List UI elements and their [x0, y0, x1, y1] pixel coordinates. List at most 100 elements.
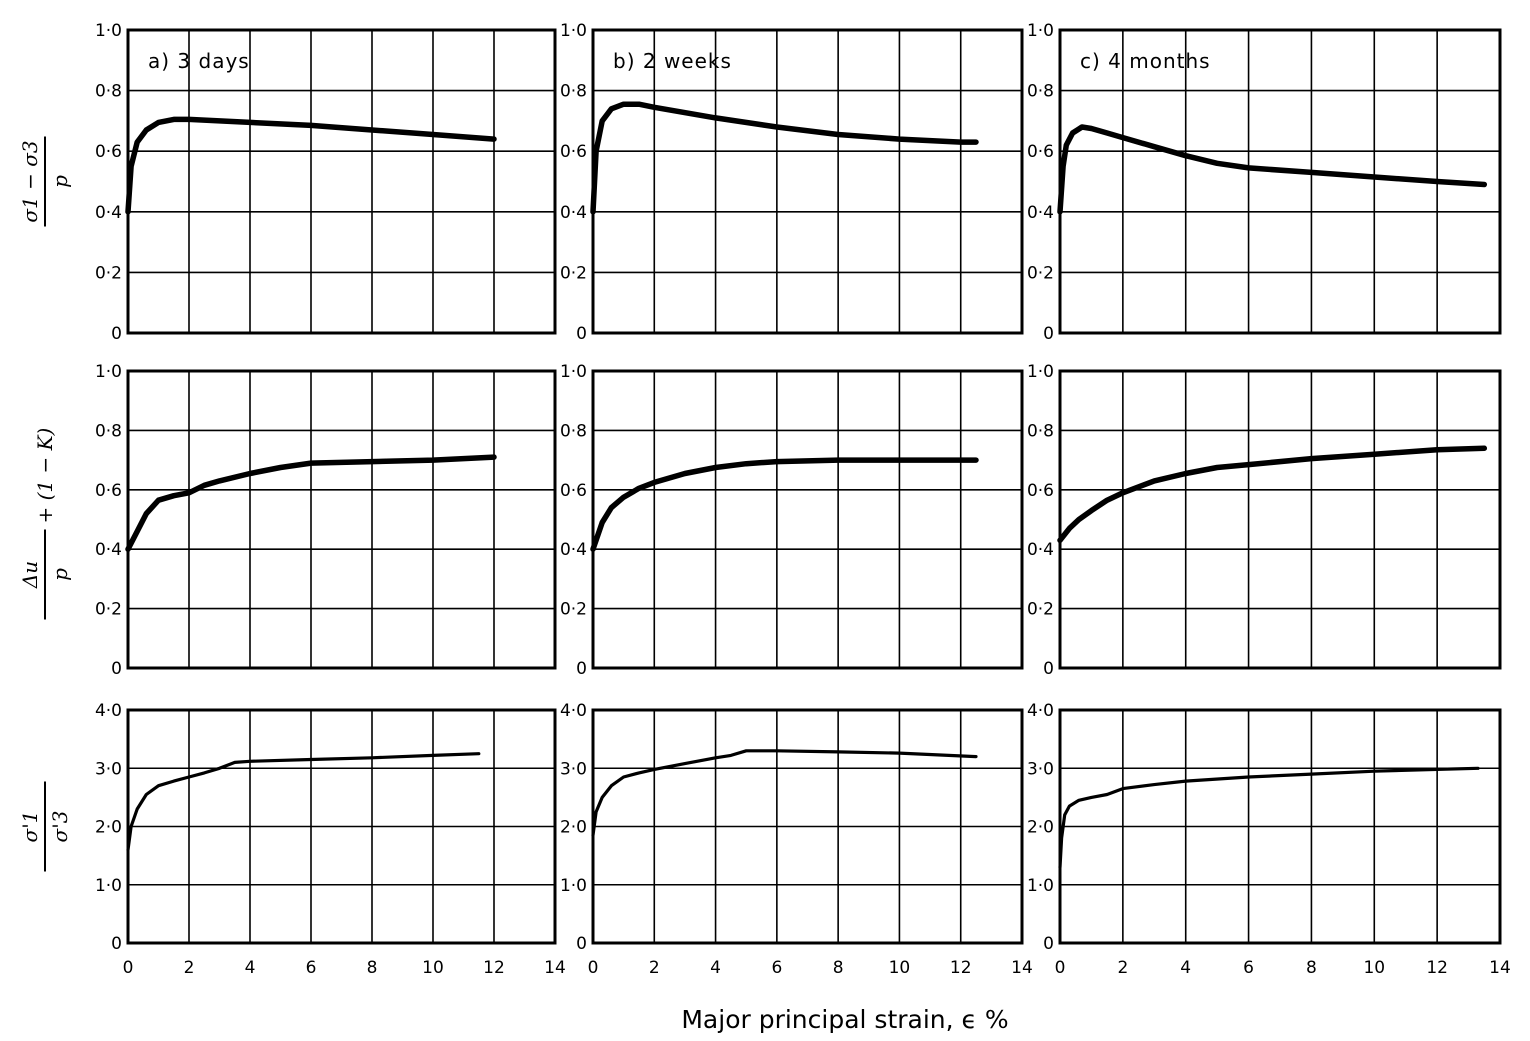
x-tick-label: 0: [1055, 958, 1066, 978]
y-tick-label: 2·0: [560, 818, 587, 838]
panel-r1-c2: 0 0·2 0·4 0·6 0·8 1·0: [1027, 362, 1502, 679]
panel-frame: [126, 28, 557, 335]
panel-r2-c1: 0 1·0 2·0 3·0 4·0 0 2 4 6 8 10 12 14: [560, 701, 1033, 978]
y-tick-label: 0·4: [1027, 203, 1054, 223]
y-tick-label: 1·0: [560, 21, 587, 41]
x-tick-label: 0: [123, 958, 134, 978]
y-tick-label: 1·0: [1027, 362, 1054, 382]
panel-r1-c0: 0 0·2 0·4 0·6 0·8 1·0: [95, 362, 557, 679]
y-tick-label: 0·4: [560, 540, 587, 560]
panel-title: a) 3 days: [148, 49, 250, 73]
panel-grid: 0 0·2 0·4 0·6 0·8 1·0 a) 3 days 0 0·2 0·4 0·6 0·8 1·…: [95, 21, 1511, 978]
y-axis-label-row-1: Δu p + (1 − K): [18, 428, 72, 620]
x-tick-label: 8: [1306, 958, 1317, 978]
y-tick-label: 1·0: [1027, 876, 1054, 896]
y-tick-label: 0·6: [560, 481, 587, 501]
y-tick-label: 0·2: [95, 263, 122, 283]
data-series-line: [590, 101, 979, 215]
x-tick-label: 10: [1363, 958, 1385, 978]
y-axis-label-row-2: σ'1 σ'3: [18, 781, 72, 872]
y-tick-label: 3·0: [1027, 759, 1054, 779]
panel-r0-c2: 0 0·2 0·4 0·6 0·8 1·0 c) 4 months: [1027, 21, 1502, 344]
y-tick-label: 0·2: [560, 263, 587, 283]
x-tick-label: 12: [950, 958, 972, 978]
x-tick-label: 4: [710, 958, 721, 978]
y-tick-label: 0·2: [1027, 263, 1054, 283]
x-tick-label: 4: [245, 958, 256, 978]
y-tick-label: 0: [576, 934, 587, 954]
y-tick-label: 0·4: [95, 203, 122, 223]
x-tick-label: 4: [1180, 958, 1191, 978]
y-tick-label: 3·0: [95, 759, 122, 779]
data-series-line: [591, 749, 978, 837]
x-tick-label: 10: [422, 958, 444, 978]
y-tick-label: 0·8: [1027, 421, 1054, 441]
y-label-denominator: σ'3: [48, 811, 72, 843]
y-tick-label: 2·0: [1027, 818, 1054, 838]
y-label-suffix: + (1 − K): [33, 428, 57, 524]
y-tick-label: 1·0: [95, 362, 122, 382]
y-tick-label: 0: [111, 324, 122, 344]
x-tick-label: 8: [367, 958, 378, 978]
x-tick-label: 8: [833, 958, 844, 978]
y-tick-label: 0·8: [1027, 82, 1054, 102]
y-tick-label: 1·0: [95, 876, 122, 896]
y-tick-label: 0·2: [95, 600, 122, 620]
y-tick-label: 0·2: [1027, 600, 1054, 620]
y-tick-label: 0: [1043, 659, 1054, 679]
panel-title: b) 2 weeks: [613, 49, 732, 73]
x-tick-label: 14: [544, 958, 566, 978]
panel-r1-c1: 0 0·2 0·4 0·6 0·8 1·0: [560, 362, 1024, 679]
panel-r2-c0: 0 1·0 2·0 3·0 4·0 0 2 4 6 8 10 12 14: [95, 701, 566, 978]
y-tick-label: 0·6: [95, 142, 122, 162]
x-tick-label: 6: [771, 958, 782, 978]
x-tick-label: 14: [1011, 958, 1033, 978]
data-series-line: [125, 454, 497, 552]
y-tick-label: 0·8: [95, 421, 122, 441]
x-tick-label: 12: [483, 958, 505, 978]
y-tick-label: 1·0: [560, 876, 587, 896]
panel-frame: [126, 369, 557, 670]
y-tick-label: 1·0: [560, 362, 587, 382]
y-tick-label: 2·0: [95, 818, 122, 838]
y-tick-label: 0·2: [560, 600, 587, 620]
y-label-numerator: σ'1: [18, 811, 42, 843]
x-tick-label: 14: [1489, 958, 1511, 978]
y-tick-label: 4·0: [560, 701, 587, 721]
x-axis-label: Major principal strain, ϵ %: [681, 1005, 1008, 1034]
panel-r0-c0: 0 0·2 0·4 0·6 0·8 1·0 a) 3 days: [95, 21, 557, 344]
y-label-numerator: Δu: [18, 561, 42, 589]
y-tick-label: 0·4: [560, 203, 587, 223]
y-tick-label: 3·0: [560, 759, 587, 779]
panel-frame: [591, 28, 1024, 335]
y-tick-label: 0: [1043, 324, 1054, 344]
y-tick-label: 0: [111, 659, 122, 679]
x-tick-label: 2: [184, 958, 195, 978]
data-series-line: [1058, 766, 1480, 869]
data-series-line: [126, 752, 481, 852]
y-tick-label: 0: [111, 934, 122, 954]
y-tick-label: 0·8: [95, 82, 122, 102]
panel-r2-c2: 0 1·0 2·0 3·0 4·0 0 2 4 6 8 10 12 14: [1027, 701, 1511, 978]
y-label-denominator: p: [48, 175, 72, 188]
panel-frame: [591, 369, 1024, 670]
y-tick-label: 4·0: [1027, 701, 1054, 721]
y-tick-label: 0: [576, 324, 587, 344]
y-label-numerator: σ1 − σ3: [18, 140, 42, 222]
x-tick-label: 10: [889, 958, 911, 978]
data-series-line: [1057, 124, 1488, 215]
x-tick-label: 0: [588, 958, 599, 978]
panel-r0-c1: 0 0·2 0·4 0·6 0·8 1·0 b) 2 weeks: [560, 21, 1024, 344]
x-tick-label: 2: [1117, 958, 1128, 978]
y-tick-label: 0·8: [560, 82, 587, 102]
y-tick-label: 0·4: [95, 540, 122, 560]
x-tick-label: 2: [649, 958, 660, 978]
panel-title: c) 4 months: [1080, 49, 1211, 73]
y-axis-labels: σ1 − σ3 p Δu p+ (1 − K) σ'1 σ'3: [18, 136, 72, 872]
x-tick-label: 6: [1243, 958, 1254, 978]
y-tick-label: 0: [1043, 934, 1054, 954]
y-tick-label: 0·6: [1027, 142, 1054, 162]
panel-frame: [1058, 708, 1502, 945]
x-tick-label: 12: [1426, 958, 1448, 978]
